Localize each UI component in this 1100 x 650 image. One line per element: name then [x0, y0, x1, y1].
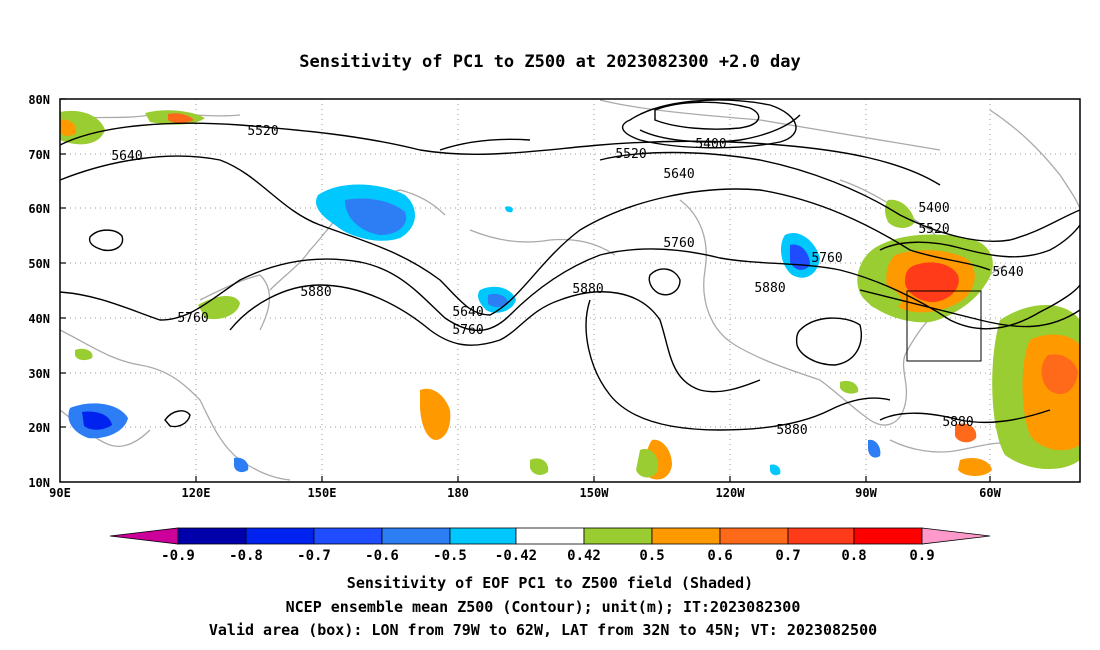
lon-label: 60W	[979, 486, 1001, 500]
colorbar: -0.9 -0.8 -0.7 -0.6 -0.5 -0.42 0.42 0.5 …	[109, 527, 991, 564]
caption-shading: Sensitivity of EOF PC1 to Z500 field (Sh…	[347, 574, 753, 592]
contour-label: 5880	[754, 281, 785, 296]
lon-label: 120E	[182, 486, 211, 500]
captions: Sensitivity of EOF PC1 to Z500 field (Sh…	[209, 574, 877, 639]
contour-label: 5640	[663, 167, 694, 182]
colorbar-max-triangle	[921, 527, 991, 545]
lat-label: 40N	[28, 312, 50, 326]
colorbar-label: 0.5	[639, 548, 664, 564]
negative-shading	[68, 184, 881, 476]
lon-label: 90E	[49, 486, 71, 500]
colorbar-label: 0.9	[909, 548, 934, 564]
contour-label-group: 5520 5640 5400 5520 5640 5760 5880 5760 …	[111, 124, 1023, 438]
tick-marks	[60, 98, 991, 482]
contour-label: 5880	[942, 415, 973, 430]
lon-label: 150W	[580, 486, 610, 500]
contour-label: 5400	[918, 201, 949, 216]
lat-label: 80N	[28, 93, 50, 107]
contour-label: 5520	[247, 124, 278, 139]
gridlines	[60, 99, 1080, 482]
colorbar-label: -0.8	[229, 548, 263, 564]
colorbar-label: -0.7	[297, 548, 331, 564]
lon-label: 90W	[855, 486, 877, 500]
colorbar-swatch	[449, 527, 517, 545]
colorbar-min-triangle	[109, 527, 179, 545]
sensitivity-shading	[60, 110, 1080, 480]
lon-label: 120W	[716, 486, 746, 500]
lat-label: 50N	[28, 257, 50, 271]
contour-label: 5880	[572, 282, 603, 297]
longitude-labels: 90E 120E 150E 180 150W 120W 90W 60W	[49, 486, 1001, 500]
colorbar-swatch	[853, 527, 923, 545]
map-panel: 5520 5640 5400 5520 5640 5760 5880 5760 …	[28, 93, 1081, 500]
figure-title: Sensitivity of PC1 to Z500 at 2023082300…	[299, 52, 801, 72]
lat-label: 70N	[28, 148, 50, 162]
colorbar-swatch	[245, 527, 315, 545]
caption-contour: NCEP ensemble mean Z500 (Contour); unit(…	[286, 598, 801, 616]
colorbar-label: 0.42	[567, 548, 601, 564]
contour-label: 5760	[452, 323, 483, 338]
latitude-labels: 80N 70N 60N 50N 40N 30N 20N 10N	[28, 93, 50, 490]
contour-label: 5640	[452, 305, 483, 320]
colorbar-label: -0.6	[365, 548, 399, 564]
lat-label: 20N	[28, 421, 50, 435]
map-frame	[59, 98, 1081, 483]
contour-label: 5640	[111, 149, 142, 164]
contour-label: 5760	[177, 311, 208, 326]
colorbar-label: -0.42	[495, 548, 537, 564]
colorbar-swatch	[583, 527, 653, 545]
colorbar-swatch	[787, 527, 855, 545]
contour-label: 5760	[811, 251, 842, 266]
colorbar-swatch	[313, 527, 383, 545]
lon-label: 180	[447, 486, 469, 500]
valid-area-box	[906, 290, 982, 362]
colorbar-swatch	[719, 527, 789, 545]
contour-label: 5640	[992, 265, 1023, 280]
colorbar-swatch	[177, 527, 247, 545]
colorbar-swatch	[651, 527, 721, 545]
contour-label: 5520	[918, 222, 949, 237]
colorbar-label: 0.8	[841, 548, 866, 564]
lat-label: 30N	[28, 367, 50, 381]
colorbar-swatch	[381, 527, 451, 545]
lat-label: 60N	[28, 202, 50, 216]
colorbar-label: 0.6	[707, 548, 732, 564]
z500-contours	[59, 99, 1081, 431]
contour-label: 5400	[695, 137, 726, 152]
contour-label: 5520	[615, 147, 646, 162]
colorbar-label: -0.9	[161, 548, 195, 564]
colorbar-label: -0.5	[433, 548, 467, 564]
lon-label: 150E	[308, 486, 337, 500]
lat-label: 10N	[28, 476, 50, 490]
colorbar-label: 0.7	[775, 548, 800, 564]
caption-valid-area: Valid area (box): LON from 79W to 62W, L…	[209, 621, 877, 639]
colorbar-swatch	[515, 527, 585, 545]
contour-label: 5760	[663, 236, 694, 251]
contour-label: 5880	[776, 423, 807, 438]
contour-label: 5880	[300, 285, 331, 300]
